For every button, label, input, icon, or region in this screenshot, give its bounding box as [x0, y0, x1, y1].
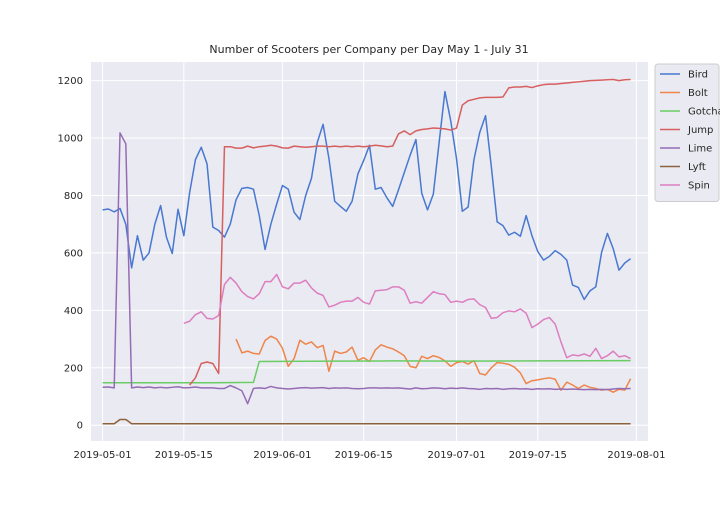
- series-line-jump: [189, 78, 631, 386]
- legend-label-bolt: Bolt: [688, 88, 708, 99]
- series-line-bird: [102, 90, 632, 301]
- y-tick-label: 1000: [58, 134, 83, 145]
- y-tick-label: 600: [64, 248, 83, 259]
- x-tick-label: 2019-05-15: [155, 450, 213, 461]
- series-line-lime: [102, 132, 631, 405]
- legend-label-spin: Spin: [688, 181, 710, 192]
- legend-label-lyft: Lyft: [688, 162, 706, 173]
- y-tick-label: 0: [77, 421, 83, 432]
- x-tick-label: 2019-06-01: [253, 450, 311, 461]
- x-tick-label: 2019-06-15: [335, 450, 393, 461]
- y-tick-label: 200: [64, 363, 83, 374]
- series-line-lyft: [102, 418, 631, 425]
- legend-label-bird: Bird: [688, 70, 708, 81]
- x-tick-label: 2019-05-01: [74, 450, 132, 461]
- legend-label-jump: Jump: [687, 125, 713, 136]
- series-line-gotcha: [102, 359, 631, 384]
- chart-title: Number of Scooters per Company per Day M…: [209, 43, 528, 56]
- legend: Bird Bolt Gotcha Jump Lime Lyft Spin: [654, 63, 720, 202]
- y-tick-label: 400: [64, 306, 83, 317]
- series-lines: [102, 78, 632, 425]
- legend-label-gotcha: Gotcha: [688, 107, 720, 118]
- y-tick-label: 800: [64, 191, 83, 202]
- series-line-bolt: [235, 335, 632, 393]
- x-tick-label: 2019-08-01: [607, 450, 665, 461]
- series-line-spin: [183, 273, 631, 360]
- x-tick-label: 2019-07-15: [509, 450, 567, 461]
- legend-label-lime: Lime: [688, 144, 712, 155]
- plot-area: 2019-05-01 2019-05-15 2019-06-01 2019-06-15…: [58, 62, 665, 461]
- y-tick-label: 1200: [58, 76, 83, 87]
- x-tick-label: 2019-07-01: [427, 450, 485, 461]
